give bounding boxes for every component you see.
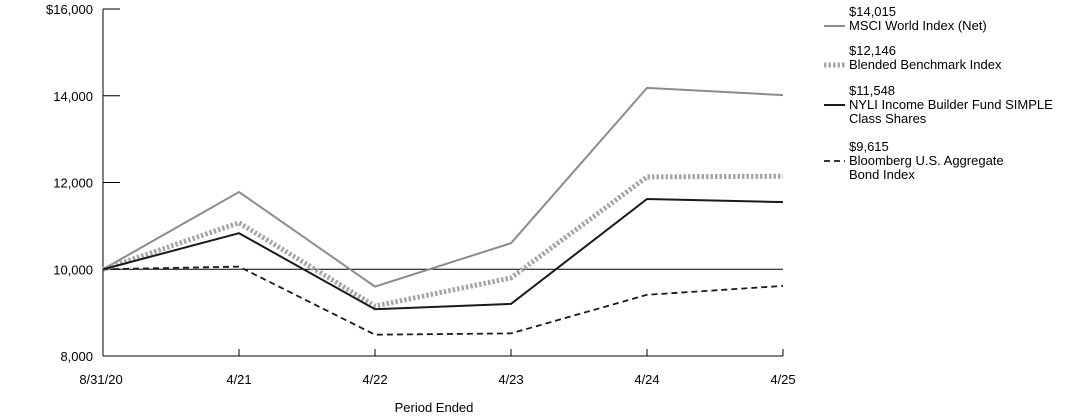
y-tick-label: 10,000: [53, 262, 93, 277]
series-line-1: [102, 173, 784, 309]
x-axis: 8/31/20 4/21 4/22 4/23 4/24 4/25: [79, 349, 796, 387]
legend-value-label: $11,548: [849, 83, 895, 98]
legend-series-name: Bloomberg U.S. Aggregate: [849, 153, 1004, 168]
x-tick-label: 4/22: [362, 372, 387, 387]
legend-series-name: Bond Index: [849, 167, 915, 182]
x-tick-label: 4/21: [226, 372, 251, 387]
x-axis-title: Period Ended: [395, 400, 474, 415]
x-tick-label: 4/23: [498, 372, 523, 387]
legend-value-label: $12,146: [849, 43, 896, 58]
legend-value-label: $9,615: [849, 139, 889, 154]
legend-series-name: MSCI World Index (Net): [849, 18, 987, 33]
y-tick-label: 12,000: [53, 176, 93, 191]
x-tick-label: 8/31/20: [79, 372, 122, 387]
plot-area: [102, 9, 783, 357]
legend-series-name: Blended Benchmark Index: [849, 57, 1002, 72]
series-line-0: [102, 86, 784, 288]
x-tick-label: 4/25: [770, 372, 795, 387]
x-tick-label: 4/24: [634, 372, 659, 387]
y-axis: $16,000 14,000 12,000 10,000 8,000: [46, 2, 120, 364]
series-line-3: [102, 265, 784, 336]
y-tick-label: 14,000: [53, 89, 93, 104]
y-tick-label: 8,000: [60, 349, 93, 364]
series-line-2: [102, 197, 784, 311]
legend-series-name: Class Shares: [849, 111, 927, 126]
series-lines: [102, 86, 784, 336]
legend-series-name: NYLI Income Builder Fund SIMPLE: [849, 97, 1053, 112]
y-tick-label: $16,000: [46, 2, 93, 17]
legend-value-label: $14,015: [849, 4, 896, 19]
